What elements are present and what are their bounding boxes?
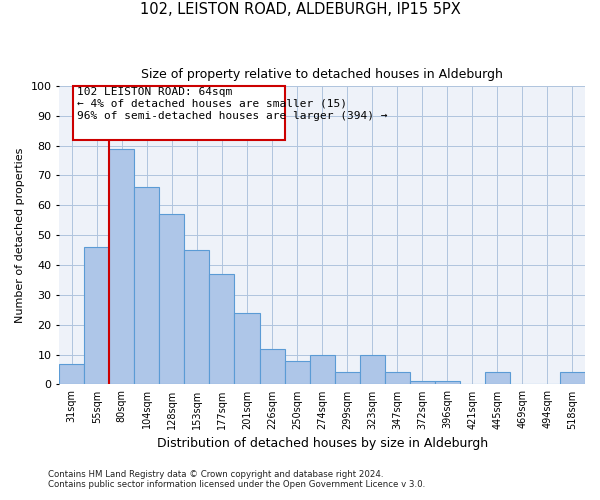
Text: Contains HM Land Registry data © Crown copyright and database right 2024.
Contai: Contains HM Land Registry data © Crown c… [48, 470, 425, 489]
Bar [335, 372, 359, 384]
Bar [260, 348, 284, 384]
Bar [160, 214, 184, 384]
Text: 102, LEISTON ROAD, ALDEBURGH, IP15 5PX: 102, LEISTON ROAD, ALDEBURGH, IP15 5PX [140, 2, 460, 18]
Bar [73, 86, 284, 140]
X-axis label: Distribution of detached houses by size in Aldeburgh: Distribution of detached houses by size … [157, 437, 488, 450]
Bar [485, 372, 510, 384]
Bar [410, 382, 435, 384]
Bar [84, 247, 109, 384]
Bar [109, 148, 134, 384]
Bar [209, 274, 235, 384]
Bar [59, 364, 84, 384]
Bar [560, 372, 585, 384]
Bar [385, 372, 410, 384]
Bar [284, 360, 310, 384]
Bar [184, 250, 209, 384]
Y-axis label: Number of detached properties: Number of detached properties [15, 148, 25, 323]
Bar [435, 382, 460, 384]
Bar [359, 354, 385, 384]
Bar [235, 313, 260, 384]
Bar [310, 354, 335, 384]
Title: Size of property relative to detached houses in Aldeburgh: Size of property relative to detached ho… [141, 68, 503, 80]
Text: 102 LEISTON ROAD: 64sqm
← 4% of detached houses are smaller (15)
96% of semi-det: 102 LEISTON ROAD: 64sqm ← 4% of detached… [77, 88, 387, 120]
Bar [134, 188, 160, 384]
